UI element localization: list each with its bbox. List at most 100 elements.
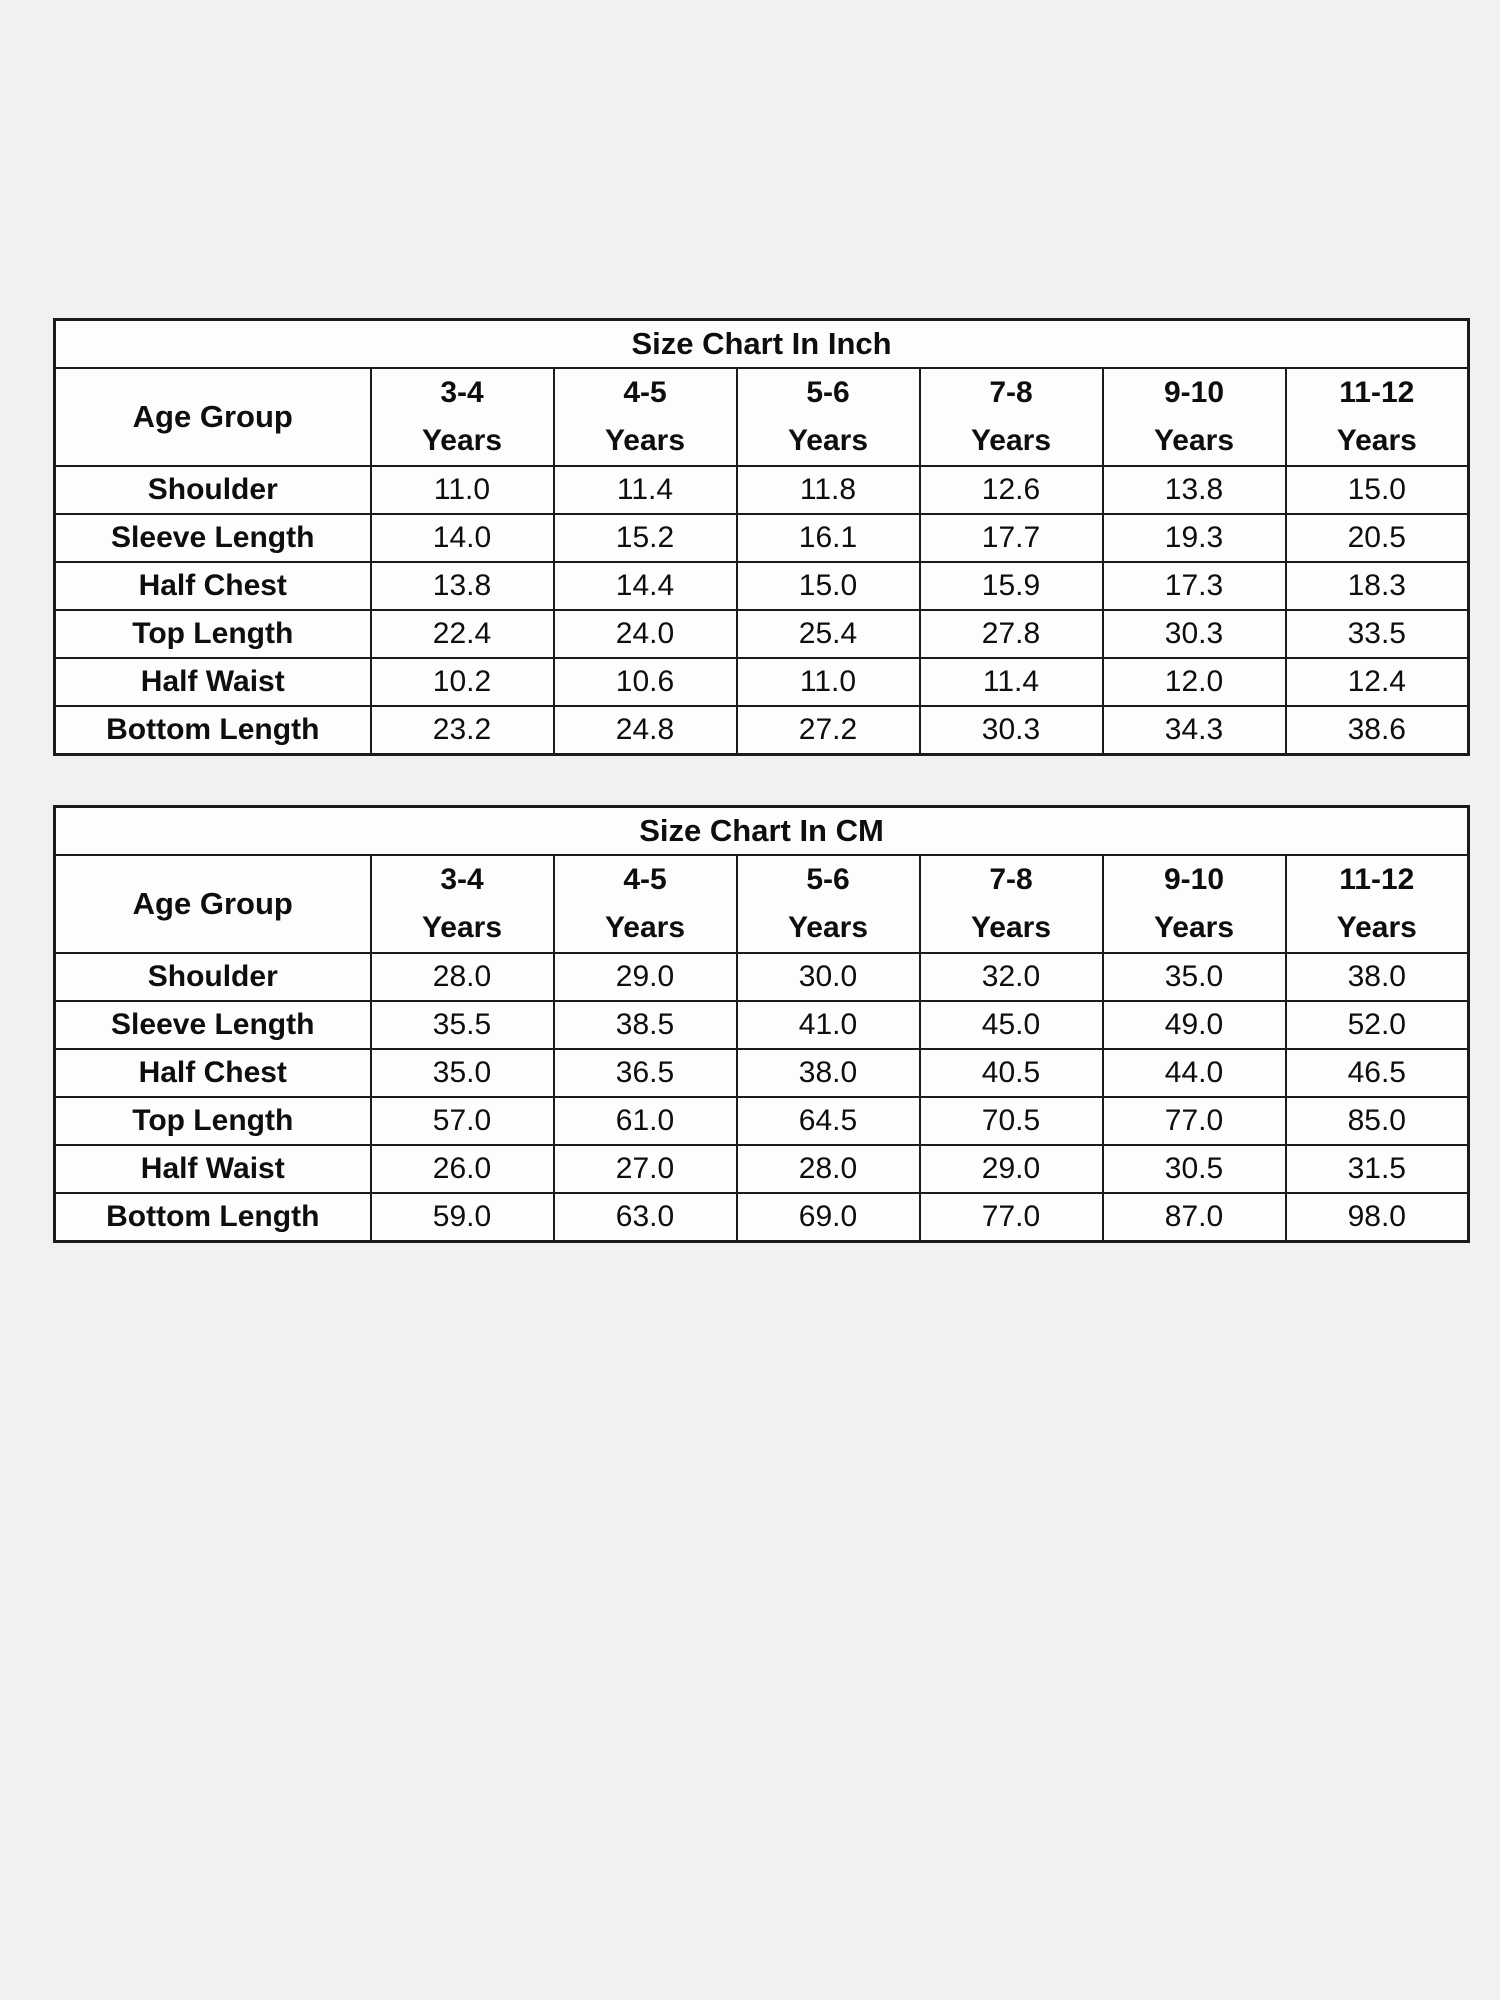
age-group-header-row: Age Group 3-4 Years 4-5 Years 5-6 Years 7-8 Year… xyxy=(53,367,1470,467)
measurement-value: 61.0 xyxy=(552,1096,738,1146)
measurement-value: 63.0 xyxy=(552,1192,738,1243)
measurement-value: 14.4 xyxy=(552,561,738,611)
table-title-row: Size Chart In Inch xyxy=(53,318,1470,369)
age-range: 3-4 xyxy=(440,863,484,896)
measurement-value: 41.0 xyxy=(735,1000,921,1050)
measurement-value: 16.1 xyxy=(735,513,921,563)
age-range: 5-6 xyxy=(806,376,850,409)
measurement-value: 30.0 xyxy=(735,952,921,1002)
measurement-value: 14.0 xyxy=(369,513,555,563)
measurement-value: 10.2 xyxy=(369,657,555,707)
table-title-row: Size Chart In CM xyxy=(53,805,1470,856)
table-row: Shoulder 11.0 11.4 11.8 12.6 13.8 15.0 xyxy=(53,465,1470,515)
age-range: 7-8 xyxy=(989,376,1033,409)
measurement-label: Shoulder xyxy=(53,465,372,515)
measurement-value: 19.3 xyxy=(1101,513,1287,563)
measurement-value: 52.0 xyxy=(1284,1000,1470,1050)
measurement-value: 38.0 xyxy=(1284,952,1470,1002)
measurement-value: 13.8 xyxy=(369,561,555,611)
measurement-value: 11.0 xyxy=(735,657,921,707)
measurement-value: 57.0 xyxy=(369,1096,555,1146)
measurement-value: 32.0 xyxy=(918,952,1104,1002)
measurement-value: 27.0 xyxy=(552,1144,738,1194)
measurement-value: 26.0 xyxy=(369,1144,555,1194)
column-header: 9-10 Years xyxy=(1101,367,1287,467)
measurement-label: Bottom Length xyxy=(53,1192,372,1243)
age-unit: Years xyxy=(604,424,686,457)
measurement-value: 15.2 xyxy=(552,513,738,563)
column-header: 4-5 Years xyxy=(552,854,738,954)
measurement-value: 17.7 xyxy=(918,513,1104,563)
age-unit: Years xyxy=(1336,424,1417,457)
table-title: Size Chart In CM xyxy=(53,805,1470,856)
age-unit: Years xyxy=(1153,911,1235,944)
measurement-value: 12.0 xyxy=(1101,657,1287,707)
age-range: 11-12 xyxy=(1339,863,1415,896)
measurement-value: 44.0 xyxy=(1101,1048,1287,1098)
measurement-value: 15.9 xyxy=(918,561,1104,611)
measurement-label: Top Length xyxy=(53,609,372,659)
measurement-value: 64.5 xyxy=(735,1096,921,1146)
measurement-value: 24.8 xyxy=(552,705,738,756)
table-title: Size Chart In Inch xyxy=(53,318,1470,369)
table-row: Top Length 57.0 61.0 64.5 70.5 77.0 85.0 xyxy=(53,1096,1470,1146)
measurement-value: 12.4 xyxy=(1284,657,1470,707)
measurement-label: Top Length xyxy=(53,1096,372,1146)
measurement-label: Half Chest xyxy=(53,561,372,611)
age-unit: Years xyxy=(1153,424,1235,457)
measurement-value: 11.8 xyxy=(735,465,921,515)
measurement-label: Half Waist xyxy=(53,1144,372,1194)
measurement-value: 11.4 xyxy=(918,657,1104,707)
measurement-value: 45.0 xyxy=(918,1000,1104,1050)
measurement-value: 31.5 xyxy=(1284,1144,1470,1194)
column-header: 11-12 Years xyxy=(1284,854,1470,954)
measurement-value: 36.5 xyxy=(552,1048,738,1098)
age-range: 11-12 xyxy=(1339,376,1415,409)
table-row: Bottom Length 59.0 63.0 69.0 77.0 87.0 98.0 xyxy=(53,1192,1470,1243)
column-header: 3-4 Years xyxy=(369,854,555,954)
measurement-value: 40.5 xyxy=(918,1048,1104,1098)
age-unit: Years xyxy=(1336,911,1417,944)
measurement-value: 85.0 xyxy=(1284,1096,1470,1146)
age-unit: Years xyxy=(421,911,503,944)
table-row: Half Waist 26.0 27.0 28.0 29.0 30.5 31.5 xyxy=(53,1144,1470,1194)
measurement-label: Bottom Length xyxy=(53,705,372,756)
age-group-label: Age Group xyxy=(53,367,372,467)
age-unit: Years xyxy=(421,424,503,457)
column-header: 3-4 Years xyxy=(369,367,555,467)
measurement-value: 35.0 xyxy=(1101,952,1287,1002)
measurement-value: 38.6 xyxy=(1284,705,1470,756)
age-range: 7-8 xyxy=(989,863,1033,896)
table-row: Top Length 22.4 24.0 25.4 27.8 30.3 33.5 xyxy=(53,609,1470,659)
measurement-value: 49.0 xyxy=(1101,1000,1287,1050)
measurement-value: 77.0 xyxy=(1101,1096,1287,1146)
measurement-value: 11.0 xyxy=(369,465,555,515)
table-row: Shoulder 28.0 29.0 30.0 32.0 35.0 38.0 xyxy=(53,952,1470,1002)
age-unit: Years xyxy=(787,911,869,944)
column-header: 7-8 Years xyxy=(918,367,1104,467)
measurement-value: 10.6 xyxy=(552,657,738,707)
column-header: 11-12 Years xyxy=(1284,367,1470,467)
measurement-value: 18.3 xyxy=(1284,561,1470,611)
column-header: 7-8 Years xyxy=(918,854,1104,954)
age-range: 3-4 xyxy=(440,376,484,409)
measurement-value: 28.0 xyxy=(369,952,555,1002)
measurement-label: Sleeve Length xyxy=(53,513,372,563)
measurement-value: 25.4 xyxy=(735,609,921,659)
table-row: Half Chest 35.0 36.5 38.0 40.5 44.0 46.5 xyxy=(53,1048,1470,1098)
measurement-value: 30.3 xyxy=(918,705,1104,756)
measurement-value: 87.0 xyxy=(1101,1192,1287,1243)
table-row: Sleeve Length 35.5 38.5 41.0 45.0 49.0 52.0 xyxy=(53,1000,1470,1050)
measurement-value: 98.0 xyxy=(1284,1192,1470,1243)
measurement-value: 46.5 xyxy=(1284,1048,1470,1098)
measurement-value: 29.0 xyxy=(552,952,738,1002)
size-table-inch: Size Chart In Inch Age Group 3-4 Years 4-5 Ye… xyxy=(53,318,1471,756)
measurement-value: 11.4 xyxy=(552,465,738,515)
measurement-value: 33.5 xyxy=(1284,609,1470,659)
measurement-value: 17.3 xyxy=(1101,561,1287,611)
age-unit: Years xyxy=(970,424,1052,457)
measurement-value: 13.8 xyxy=(1101,465,1287,515)
measurement-label: Sleeve Length xyxy=(53,1000,372,1050)
age-range: 9-10 xyxy=(1163,863,1225,896)
measurement-label: Shoulder xyxy=(53,952,372,1002)
